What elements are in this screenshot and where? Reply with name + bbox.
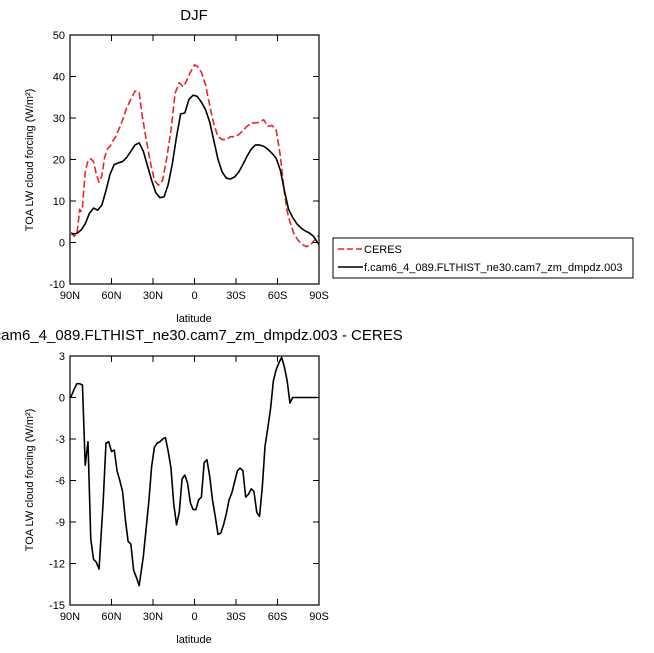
bottom-y-ticks: -15 -12 -9 -6 -3 0 3 [49,351,319,612]
top-xtick-label: 90S [309,290,329,302]
bottom-xtick-label: 90N [60,611,80,623]
top-ytick-label: 40 [53,72,65,84]
bottom-xtick-label: 90S [309,611,329,623]
panel-top-title: DJF [180,7,208,24]
bottom-ytick-label: -9 [55,517,65,529]
top-xtick-label: 90N [60,290,80,302]
bottom-xtick-label: 30S [226,611,246,623]
bottom-ytick-label: -6 [55,476,65,488]
bottom-ytick-label: -15 [49,600,65,612]
panel-top-frame [69,34,320,285]
panel-top-xlabel: latitude [176,313,211,325]
bottom-x-ticks: 90N 60N 30N 0 30S 60S 90S [60,356,329,623]
top-xtick-label: 30N [143,290,163,302]
top-xtick-label: 30S [226,290,246,302]
panel-top-ylabel: TOA LW cloud forcing (W/m²) [24,89,36,232]
bottom-ytick-label: -3 [55,434,65,446]
top-ytick-label: 10 [53,196,65,208]
top-ytick-label: 50 [53,30,65,42]
panel-bottom-xlabel: latitude [176,634,211,646]
legend-label-ceres: CERES [364,244,402,256]
top-xtick-label: 60S [268,290,288,302]
panel-top: DJF -10 0 10 20 30 40 50 90N 60N 30N 0 30S 60S 90S l… [24,7,329,325]
bottom-ytick-label: 3 [59,351,65,363]
bottom-ytick-label: 0 [59,393,65,405]
top-ytick-label: 0 [59,238,65,250]
top-x-ticks: 90N 60N 30N 0 30S 60S 90S [60,35,329,302]
bottom-series-group [69,356,317,587]
top-ytick-label: 20 [53,155,65,167]
bottom-xtick-label: 60N [101,611,121,623]
top-series-line-0 [70,64,320,248]
top-xtick-label: 60N [101,290,121,302]
top-series-group [70,64,320,248]
bottom-xtick-label: 0 [191,611,197,623]
panel-bottom-ylabel: TOA LW cloud forcing (W/m²) [24,409,36,552]
top-ytick-label: 30 [53,113,65,125]
legend-frame [332,237,634,279]
panel-bottom-frame [69,355,320,606]
bottom-xtick-label: 60S [268,611,288,623]
top-ytick-label: -10 [49,279,65,291]
bottom-ytick-label: -12 [49,559,65,571]
top-y-ticks: -10 0 10 20 30 40 50 [49,30,319,291]
panel-bottom: f.cam6_4_089.FLTHIST_ne30.cam7_zm_dmpdz.… [0,327,403,646]
bottom-series-line-0 [69,356,317,587]
top-series-line-1 [71,94,320,246]
legend: CERES f.cam6_4_089.FLTHIST_ne30.cam7_zm_… [332,237,634,279]
bottom-xtick-label: 30N [143,611,163,623]
top-xtick-label: 0 [191,290,197,302]
legend-label-model: f.cam6_4_089.FLTHIST_ne30.cam7_zm_dmpdz.… [364,262,622,274]
panel-bottom-title: f.cam6_4_089.FLTHIST_ne30.cam7_zm_dmpdz.… [0,327,403,344]
